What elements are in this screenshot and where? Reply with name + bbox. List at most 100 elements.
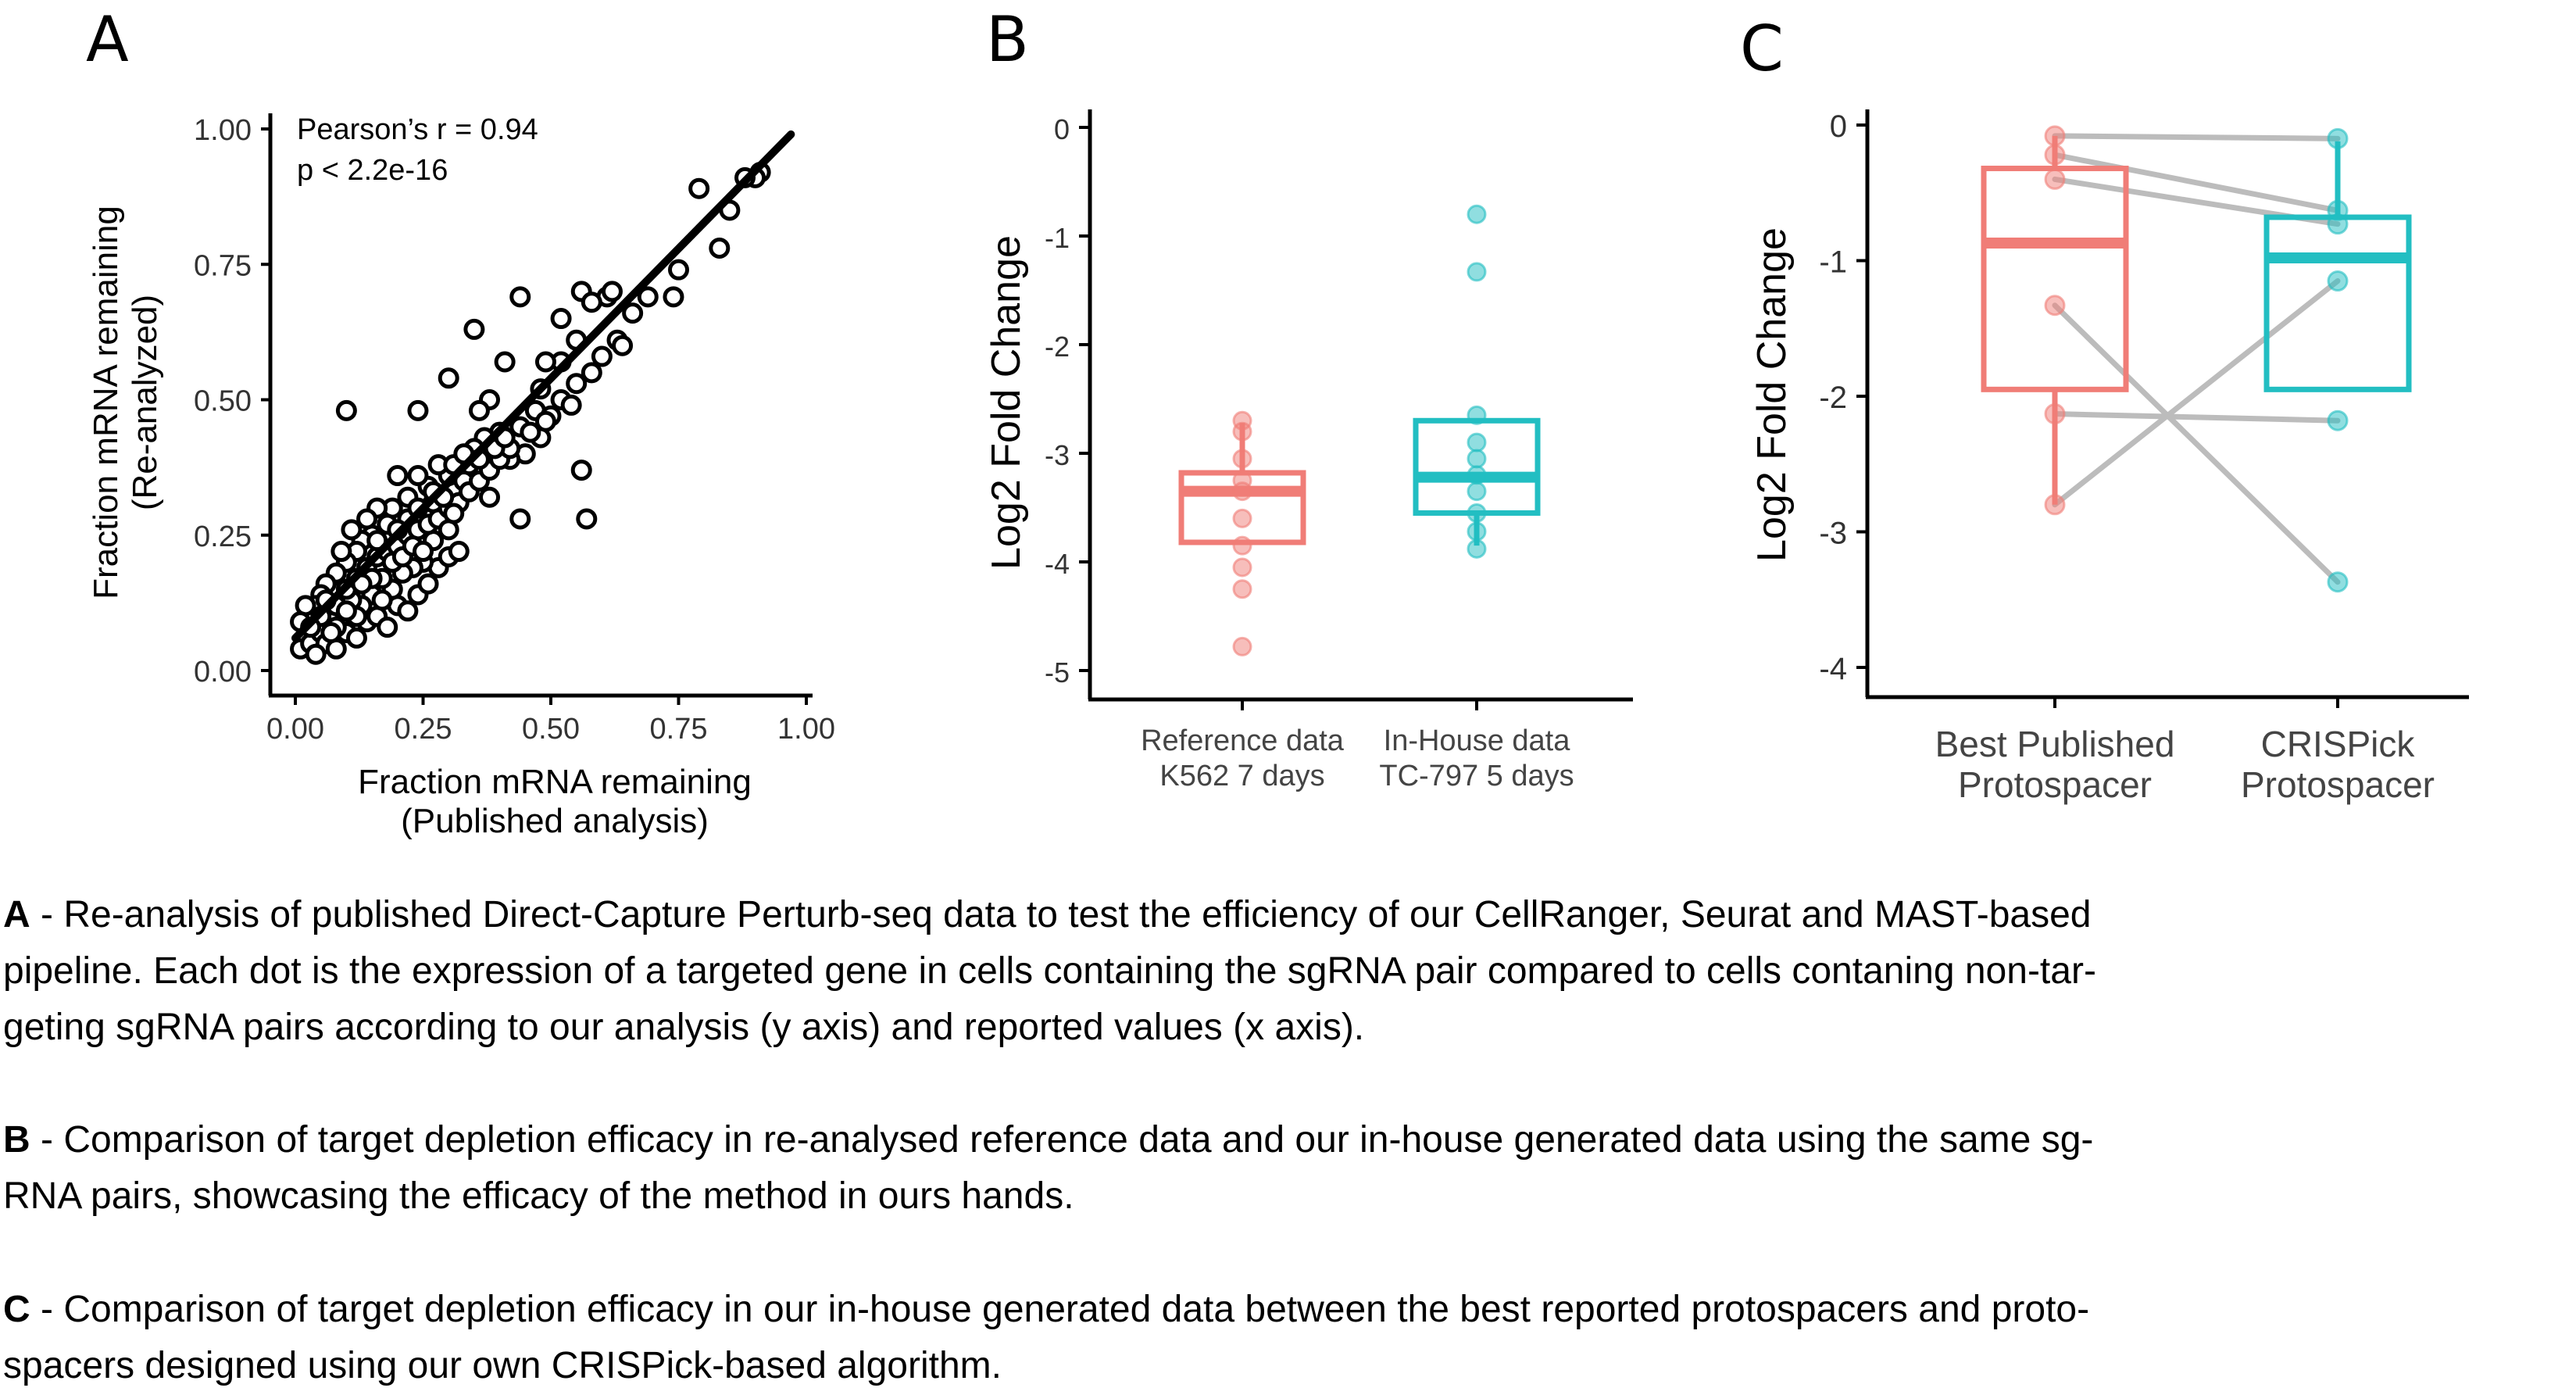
- x-tick-label: 0.25: [395, 713, 452, 746]
- scatter-point: [413, 541, 434, 563]
- scatter-point: [591, 345, 613, 367]
- pair-line: [2052, 133, 2341, 141]
- scatter-point: [566, 373, 588, 395]
- x-tick-label: Reference data: [1141, 724, 1345, 757]
- data-point: [2044, 168, 2066, 190]
- scatter-point: [377, 617, 398, 638]
- scatter-point: [371, 589, 393, 611]
- data-point: [1467, 503, 1487, 523]
- y-tick-label: 0.00: [194, 656, 252, 689]
- box: [1981, 166, 2129, 392]
- y-ticks: 0.00 0.25 0.50 0.75 1.00: [194, 114, 270, 689]
- data-point: [1232, 508, 1252, 528]
- caption-c-letter: C: [3, 1289, 30, 1330]
- data-point: [1232, 636, 1252, 656]
- caption-b-letter: B: [3, 1119, 30, 1161]
- x-tick-label: CRISPick: [2261, 724, 2416, 764]
- y-tick-label: 0.50: [194, 385, 252, 418]
- scatter-point: [663, 286, 684, 308]
- x-ticks: 0.00 0.25 0.50 0.75 1.00: [266, 696, 835, 746]
- scatter-points: [290, 161, 771, 665]
- data-point: [1467, 538, 1487, 559]
- data-point: [2327, 571, 2349, 593]
- scatter-point: [612, 334, 634, 356]
- x-tick-label: 0.00: [266, 713, 324, 746]
- caption-a: A - Re-analysis of published Direct-Capt…: [3, 887, 2558, 1056]
- y-tick-label: 0.75: [194, 249, 252, 282]
- stat-pearson: Pearson’s r = 0.94: [297, 113, 538, 146]
- x-axis-label-1: Fraction mRNA remaining: [358, 763, 752, 801]
- scatter-point: [356, 508, 378, 530]
- caption-a-line-1: - Re-analysis of published Direct-Captur…: [30, 894, 2092, 935]
- scatter-point: [601, 281, 623, 302]
- scatter-point: [668, 259, 689, 281]
- scatter-point: [330, 541, 352, 563]
- pair-line: [2052, 411, 2341, 424]
- x-tick-label: K562 7 days: [1159, 760, 1324, 792]
- caption-c: C - Comparison of target depletion effic…: [3, 1282, 2558, 1394]
- x-tick-label: TC-797 5 days: [1379, 760, 1574, 792]
- data-point: [1232, 449, 1252, 469]
- y-axis-label-c: Log2 Fold Change: [1749, 227, 1795, 562]
- scatter-point: [335, 399, 357, 421]
- x-tick-label: Protospacer: [2241, 764, 2435, 805]
- y-tick-label: -1: [1045, 222, 1070, 254]
- data-point: [1232, 535, 1252, 556]
- scatter-point: [520, 421, 541, 443]
- data-point: [1467, 432, 1487, 452]
- data-point: [1232, 579, 1252, 599]
- x-tick-label: 1.00: [777, 713, 835, 746]
- x-axis-label-2: (Published analysis): [401, 802, 709, 840]
- data-point: [1232, 557, 1252, 578]
- y-tick-label: 0: [1054, 113, 1070, 145]
- scatter-point: [417, 573, 439, 595]
- scatter-point: [443, 503, 465, 524]
- caption-a-line-3: geting sgRNA pairs according to our anal…: [3, 1007, 1365, 1048]
- y-axis-label-2: (Re-analyzed): [126, 295, 164, 510]
- x-ticks-c: Best PublishedProtospacerCRISPickProtosp…: [1935, 697, 2435, 805]
- data-point: [2327, 213, 2349, 235]
- caption-b-line-2: RNA pairs, showcasing the efficacy of th…: [3, 1175, 1074, 1217]
- y-ticks-c: 0 -1 -2 -3 -4: [1819, 109, 1867, 686]
- y-tick-label: -5: [1045, 656, 1070, 689]
- regression-line: [291, 130, 795, 642]
- scatter-point: [397, 600, 419, 622]
- data-point: [1467, 204, 1487, 224]
- y-tick-label: -4: [1045, 548, 1070, 580]
- caption-b-line-1: - Comparison of target depletion efficac…: [30, 1119, 2094, 1161]
- data-point: [1232, 421, 1252, 442]
- scatter-point: [534, 351, 556, 373]
- y-tick-label: 0.25: [194, 520, 252, 553]
- caption-b: B - Comparison of target depletion effic…: [3, 1112, 2558, 1225]
- y-ticks-b: 0 -1 -2 -3 -4 -5: [1045, 113, 1090, 689]
- scatter-point: [438, 367, 459, 389]
- y-tick-label: -2: [1819, 381, 1847, 415]
- scatter-point: [479, 486, 501, 508]
- caption-c-line-1: - Comparison of target depletion efficac…: [30, 1289, 2090, 1330]
- panel-letter-c: C: [1740, 13, 1784, 85]
- y-tick-label: -3: [1819, 517, 1847, 551]
- scatter-point: [335, 600, 357, 622]
- scatter-point: [345, 627, 367, 649]
- panel-c: 0-1-2-3-4 Best PublishedProtospacerCRISP…: [1749, 109, 2469, 805]
- y-tick-label: 1.00: [194, 114, 252, 147]
- scatter-point: [305, 643, 327, 665]
- stat-pvalue: p < 2.2e-16: [297, 154, 448, 187]
- scatter-point: [688, 177, 710, 199]
- scatter-point: [407, 399, 429, 421]
- y-tick-label: -2: [1045, 331, 1070, 363]
- scatter-point: [407, 465, 429, 487]
- scatter-point: [387, 465, 409, 487]
- y-axis-label-1: Fraction mRNA remaining: [87, 206, 125, 599]
- x-tick-label: Best Published: [1935, 724, 2175, 764]
- data-point: [1232, 481, 1252, 502]
- scatter-point: [463, 318, 485, 340]
- boxplot-c: [1981, 125, 2412, 593]
- data-point: [2044, 295, 2066, 317]
- x-tick-label: In-House data: [1384, 724, 1571, 757]
- pair-line: [2052, 278, 2341, 508]
- data-point: [2327, 410, 2349, 431]
- data-point: [1467, 449, 1487, 469]
